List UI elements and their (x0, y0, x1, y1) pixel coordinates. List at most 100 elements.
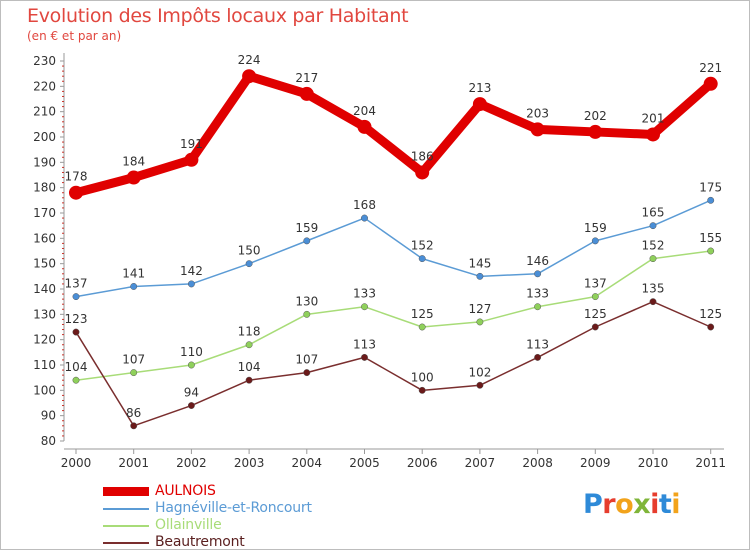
data-label: 137 (584, 277, 607, 291)
legend-swatch (103, 487, 149, 496)
data-label: 141 (122, 266, 145, 280)
data-label: 104 (238, 360, 261, 374)
data-point (649, 298, 657, 306)
data-point (476, 272, 484, 280)
data-label: 152 (642, 239, 665, 253)
data-label: 217 (295, 71, 318, 85)
data-label: 86 (126, 406, 141, 420)
data-label: 113 (353, 337, 376, 351)
data-point (130, 283, 138, 290)
logo-letter: i (671, 489, 681, 520)
data-point (245, 341, 253, 349)
x-tick-label: 2006 (407, 456, 438, 470)
y-tick-label: 230 (33, 54, 56, 68)
data-point (534, 270, 542, 278)
chart-title: Evolution des Impôts locaux par Habitant (27, 5, 409, 27)
data-label: 110 (180, 345, 203, 359)
x-tick-label: 2005 (349, 456, 380, 470)
data-point (72, 293, 80, 301)
data-point (703, 76, 718, 91)
data-point (591, 323, 599, 331)
data-label: 118 (238, 325, 261, 339)
logo-letter: o (615, 489, 634, 520)
data-point (69, 185, 83, 200)
data-label: 165 (642, 206, 665, 220)
data-label: 133 (353, 287, 376, 301)
data-label: 150 (238, 244, 261, 258)
data-label: 224 (238, 53, 261, 67)
data-label: 125 (584, 307, 607, 321)
data-label: 102 (468, 365, 491, 379)
legend-item: Beautremont (103, 534, 363, 550)
series-line-beautremont (75, 300, 712, 427)
y-tick-label: 130 (33, 307, 56, 321)
data-label: 107 (295, 353, 318, 367)
x-tick-label: 2002 (176, 456, 207, 470)
data-label: 168 (353, 198, 376, 212)
legend-label: AULNOIS (155, 483, 216, 499)
legend-label: Beautremont (155, 534, 245, 550)
data-label: 191 (180, 137, 203, 151)
data-label: 221 (699, 61, 722, 75)
logo-letter: t (658, 489, 672, 520)
data-label: 130 (295, 294, 318, 308)
data-point (130, 422, 138, 430)
data-label: 127 (468, 302, 491, 316)
legend: AULNOIS Hagnéville-et-Roncourt Ollainville… (103, 483, 363, 550)
data-label: 178 (65, 170, 88, 184)
data-point (707, 196, 715, 204)
data-point (707, 247, 715, 255)
data-point (245, 260, 253, 268)
data-point (245, 376, 253, 384)
data-label: 104 (65, 360, 88, 374)
data-point (187, 402, 195, 409)
data-label: 125 (699, 307, 722, 321)
series-line-aulnois (71, 71, 716, 198)
series-line-hagn-ville-et-roncourt (75, 199, 712, 298)
y-tick-label: 80 (41, 434, 56, 448)
data-point (72, 376, 80, 384)
data-label: 186 (411, 149, 434, 163)
data-label: 137 (65, 277, 88, 291)
y-tick-label: 150 (33, 257, 56, 271)
data-label: 159 (295, 221, 318, 235)
y-tick-label: 110 (33, 358, 56, 372)
x-tick-label: 2003 (234, 456, 265, 470)
data-label: 184 (122, 155, 145, 169)
data-label: 133 (526, 287, 549, 301)
data-point (476, 381, 484, 389)
y-tick-label: 140 (33, 282, 56, 296)
legend-swatch (103, 508, 149, 510)
data-point (303, 369, 311, 377)
legend-swatch (103, 525, 149, 527)
data-point (649, 255, 657, 263)
proxiti-logo: Proxiti (583, 489, 681, 520)
data-point (299, 86, 314, 101)
data-label: 100 (411, 370, 434, 384)
data-point (126, 170, 141, 185)
data-point (415, 165, 430, 180)
legend-label: Ollainville (155, 517, 222, 533)
data-point (591, 293, 599, 301)
data-point (303, 310, 311, 318)
data-point (588, 124, 603, 139)
x-tick-label: 2011 (695, 456, 726, 470)
data-point (534, 303, 542, 311)
y-tick-label: 180 (33, 181, 56, 195)
x-tick-label: 2010 (638, 456, 669, 470)
data-point (418, 386, 426, 394)
data-point (187, 280, 195, 288)
y-tick-label: 210 (33, 105, 56, 119)
data-label: 159 (584, 221, 607, 235)
data-point (361, 303, 368, 311)
data-label: 203 (526, 106, 549, 120)
data-label: 107 (122, 353, 145, 367)
x-tick-label: 2007 (465, 456, 496, 470)
logo-letter: i (650, 489, 659, 520)
chart-subtitle: (en € et par an) (27, 29, 122, 43)
data-point (357, 119, 372, 134)
data-point (303, 237, 311, 245)
legend-swatch (103, 542, 149, 544)
data-label: 123 (65, 312, 88, 326)
